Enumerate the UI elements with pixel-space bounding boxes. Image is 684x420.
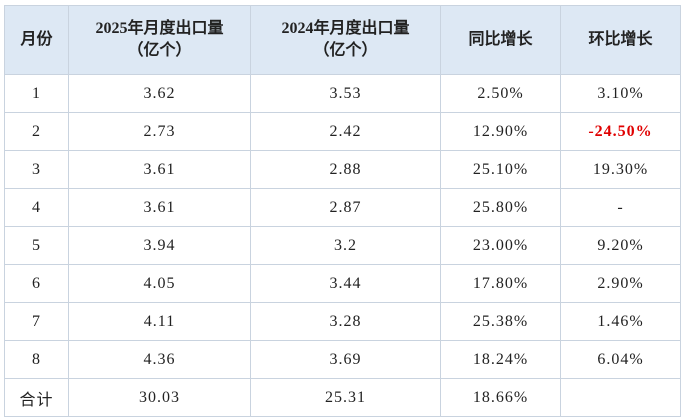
table-cell: 4 [4,188,69,227]
table-cell: 3 [4,150,69,189]
table-cell: 9.20% [560,226,681,265]
table-cell: 2.90% [560,264,681,303]
table-cell: 8 [4,340,69,379]
table-cell: 25.10% [440,150,561,189]
header-cell: 环比增长 [560,5,681,75]
table-row: 2 2.73 2.42 12.90% -24.50% [4,112,681,151]
table-cell: 12.90% [440,112,561,151]
table-row: 3 3.61 2.88 25.10% 19.30% [4,150,681,189]
header-cell: 同比增长 [440,5,561,75]
table-cell: 19.30% [560,150,681,189]
table-cell: 3.61 [68,150,251,189]
table-row: 合计 30.03 25.31 18.66% [4,378,681,417]
table-cell: 3.94 [68,226,251,265]
table-cell: 17.80% [440,264,561,303]
table-cell: 3.69 [250,340,441,379]
header-text: （亿个） [127,42,192,59]
table-cell: 3.10% [560,74,681,113]
table-cell: 5 [4,226,69,265]
table-cell: -24.50% [560,112,681,151]
table-cell: 18.66% [440,378,561,417]
export-table: 月份 2025年月度出口量 （亿个） 2024年月度出口量 （亿个） 同比增长 环比增长 1… [4,5,681,417]
header-cell: 月份 [4,5,69,75]
table-cell: 4.05 [68,264,251,303]
header-row: 月份 2025年月度出口量 （亿个） 2024年月度出口量 （亿个） 同比增长 环比增长 [4,5,681,75]
table-cell: 4.36 [68,340,251,379]
table-row: 5 3.94 3.2 23.00% 9.20% [4,226,681,265]
table-cell: 25.80% [440,188,561,227]
table-cell: 3.2 [250,226,441,265]
header-text: 同比增长 [468,31,533,48]
header-text: 月份 [20,31,53,48]
table-cell: 2.87 [250,188,441,227]
header-text: （亿个） [313,42,378,59]
table-row: 8 4.36 3.69 18.24% 6.04% [4,340,681,379]
table-row: 6 4.05 3.44 17.80% 2.90% [4,264,681,303]
table-cell: 2.73 [68,112,251,151]
table-cell: 6.04% [560,340,681,379]
table-cell: 2.50% [440,74,561,113]
table-cell: 3.53 [250,74,441,113]
table-cell: 2.88 [250,150,441,189]
table-cell: 2 [4,112,69,151]
table-cell: 合计 [4,378,69,417]
header-text: 2025年月度出口量 [95,20,224,37]
table-cell: 30.03 [68,378,251,417]
table-cell: 18.24% [440,340,561,379]
table-row: 1 3.62 3.53 2.50% 3.10% [4,74,681,113]
table-cell: 7 [4,302,69,341]
header-text: 环比增长 [588,31,653,48]
table-cell: 3.62 [68,74,251,113]
table-body: 1 3.62 3.53 2.50% 3.10% 2 2.73 2.42 12.90% -24.50… [4,74,681,417]
table-row: 7 4.11 3.28 25.38% 1.46% [4,302,681,341]
empty-cell [560,378,681,417]
table-cell: 25.38% [440,302,561,341]
table-row: 4 3.61 2.87 25.80% - [4,188,681,227]
table-cell: 3.28 [250,302,441,341]
table-cell: 1.46% [560,302,681,341]
table-cell: 2.42 [250,112,441,151]
table-cell: 1 [4,74,69,113]
header-text: 2024年月度出口量 [281,20,410,37]
table-cell: 23.00% [440,226,561,265]
header-cell: 2024年月度出口量 （亿个） [250,5,441,75]
table-cell: 3.44 [250,264,441,303]
table-cell: 6 [4,264,69,303]
table-cell: - [560,188,681,227]
table-cell: 4.11 [68,302,251,341]
table-cell: 3.61 [68,188,251,227]
table-cell: 25.31 [250,378,441,417]
header-cell: 2025年月度出口量 （亿个） [68,5,251,75]
